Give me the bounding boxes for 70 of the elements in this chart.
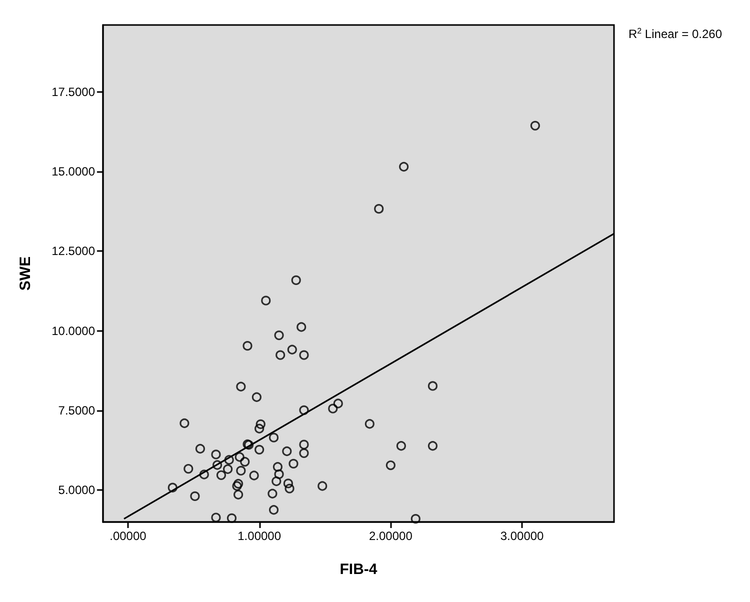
y-tick-label: 7.5000 [58,403,96,418]
point [428,441,438,451]
point [240,456,250,467]
point [386,460,396,470]
point [199,470,209,480]
point [211,450,221,460]
point [184,464,194,474]
y-tick-label: 12.5000 [52,244,96,258]
point [195,444,206,454]
point [318,481,328,491]
point [284,484,294,494]
point [272,462,283,472]
point [333,398,343,408]
point [530,120,540,130]
point [256,419,266,429]
y-tick-label: 15.0000 [52,164,96,179]
point [236,466,246,476]
x-axis-title: FIB-4 [340,561,378,578]
point [234,478,244,489]
point [274,469,284,480]
point [276,350,286,360]
point [249,470,259,480]
point [223,464,233,474]
point [364,419,374,429]
point [254,424,264,434]
point [288,458,298,468]
point [216,470,226,480]
point [299,440,309,450]
point [190,491,200,501]
point [242,341,252,351]
point [180,418,190,428]
point [261,296,271,306]
point [396,441,406,451]
point [328,404,338,414]
point [291,275,301,285]
point [234,490,244,500]
x-tick-label: .00000 [110,529,147,543]
point [211,512,221,522]
point [287,344,297,354]
y-tick-label: 5.0000 [58,483,96,498]
point [374,204,384,214]
point [268,505,279,515]
point [226,513,237,523]
point [254,444,264,454]
x-tick-label: 2.00000 [368,529,413,543]
point [410,514,420,524]
x-tick-label: 1.00000 [238,529,282,543]
y-tick-label: 17.5000 [52,84,96,99]
point [299,350,309,360]
point [232,481,242,491]
point [168,482,178,492]
x-tick-label: 3.00000 [500,529,544,543]
point [299,448,309,458]
point [274,330,284,340]
point [296,322,306,332]
point [299,405,309,415]
point [212,460,222,470]
y-axis-title: SWE [17,256,34,291]
point [268,432,279,442]
point [283,478,294,488]
point [428,381,438,391]
y-tick-label: 10.0000 [52,324,96,338]
point [236,382,246,392]
point [234,452,244,462]
point [268,488,278,498]
point [272,476,282,486]
point [252,392,262,402]
point [282,446,292,456]
point [224,455,234,465]
point [399,162,409,172]
